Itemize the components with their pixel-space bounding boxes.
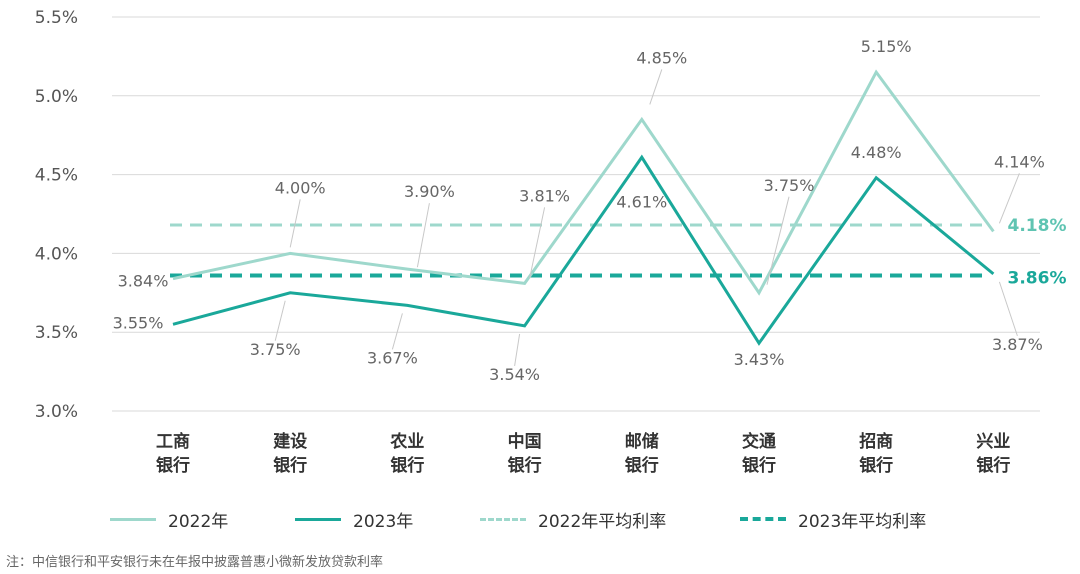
legend-label-2022: 2022年	[168, 511, 229, 532]
leader-line-2022	[529, 207, 546, 279]
y-tick-label: 3.5%	[35, 323, 78, 343]
legend-swatch-2022	[110, 517, 156, 521]
leader-line-2022	[998, 173, 1020, 224]
x-tick-label: 邮储银行	[625, 431, 659, 476]
data-label-2023: 3.55%	[113, 313, 164, 332]
x-tick-label: 兴业银行	[976, 432, 1010, 476]
x-tick-label: 工商银行	[156, 431, 190, 476]
x-tick-label: 农业银行	[389, 431, 424, 476]
y-tick-label: 4.5%	[35, 166, 78, 186]
data-label-2022: 3.84%	[118, 272, 169, 291]
y-tick-label: 5.5%	[35, 8, 78, 28]
data-label-2023: 3.87%	[992, 335, 1043, 354]
y-tick-label: 3.0%	[35, 402, 78, 422]
legend-label-2023: 2023年	[353, 511, 414, 532]
data-label-2022: 3.90%	[404, 182, 455, 201]
x-tick-label: 交通银行	[742, 431, 776, 476]
leader-line-2023	[514, 333, 521, 366]
footnote: 注：中信银行和平安银行未在年报中披露普惠小微新发放贷款利率	[6, 555, 384, 570]
leader-line-2023	[274, 300, 286, 341]
data-label-2023: 3.43%	[734, 350, 785, 369]
legend-swatch-2023	[295, 517, 341, 521]
legend-swatch-2023-avg	[740, 517, 786, 521]
data-label-2022: 3.81%	[519, 186, 570, 205]
leader-line-2022	[649, 69, 663, 105]
data-label-2023: 3.67%	[367, 348, 418, 367]
leader-line-2023	[391, 313, 403, 350]
leader-line-2022	[416, 203, 430, 268]
data-label-2022: 4.14%	[994, 152, 1045, 171]
avg-label-2022: 4.18%	[1008, 216, 1067, 236]
x-tick-label: 中国银行	[508, 431, 542, 476]
legend: 2022年 2023年 2022年平均利率 2023年平均利率	[110, 505, 1010, 533]
y-tick-label: 5.0%	[35, 87, 78, 107]
legend-swatch-2022-avg	[480, 517, 526, 521]
data-label-2022: 3.75%	[764, 176, 815, 195]
data-label-2023: 3.54%	[489, 365, 540, 384]
legend-label-2022-avg: 2022年平均利率	[538, 511, 667, 532]
x-tick-label: 招商银行	[859, 431, 893, 476]
leader-line-2023	[998, 281, 1018, 337]
legend-item-2022-avg: 2022年平均利率	[480, 505, 666, 533]
data-label-2022: 5.15%	[861, 37, 912, 56]
x-tick-label: 建设银行	[273, 431, 307, 476]
data-label-2023: 3.75%	[250, 340, 301, 359]
avg-label-2023: 3.86%	[1008, 268, 1067, 288]
data-label-2022: 4.00%	[275, 178, 326, 197]
data-label-2023: 4.61%	[616, 192, 667, 211]
y-tick-label: 4.0%	[35, 244, 78, 264]
legend-label-2023-avg: 2023年平均利率	[798, 511, 927, 532]
data-label-2023: 4.48%	[851, 143, 902, 162]
line-chart-canvas: 3.0% 3.5% 4.0% 4.5% 5.0% 5.5% 工商银行 建设银行 农业银行 中国银行…	[35, 8, 1067, 476]
leader-line-2022	[766, 196, 790, 285]
leader-line-2022	[289, 199, 301, 248]
series-line-2022	[172, 69, 995, 296]
legend-item-2022: 2022年	[110, 505, 228, 533]
legend-item-2023-avg: 2023年平均利率	[740, 505, 926, 533]
series-line-2023	[172, 154, 995, 346]
data-label-2022: 4.85%	[636, 48, 687, 67]
legend-item-2023: 2023年	[295, 505, 413, 533]
